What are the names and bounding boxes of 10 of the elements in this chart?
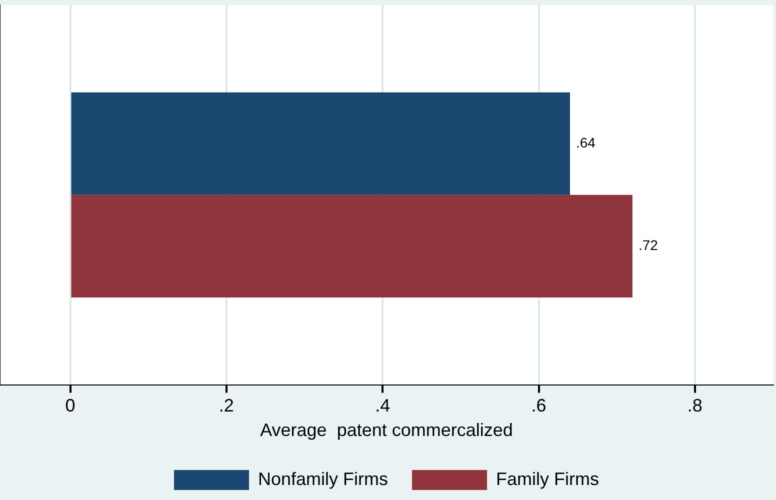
x-axis-title: Average patent commercalized bbox=[260, 420, 513, 440]
data-label: .72 bbox=[638, 237, 658, 254]
legend-label: Nonfamily Firms bbox=[258, 468, 388, 489]
x-tick-label: 0 bbox=[65, 396, 76, 416]
x-tick-label: .2 bbox=[218, 396, 234, 416]
x-tick-label: .6 bbox=[531, 396, 546, 416]
x-tick-label: .4 bbox=[375, 396, 390, 416]
legend-label: Family Firms bbox=[496, 468, 599, 489]
data-label: .64 bbox=[576, 134, 596, 150]
x-tick-label: .8 bbox=[687, 396, 702, 416]
